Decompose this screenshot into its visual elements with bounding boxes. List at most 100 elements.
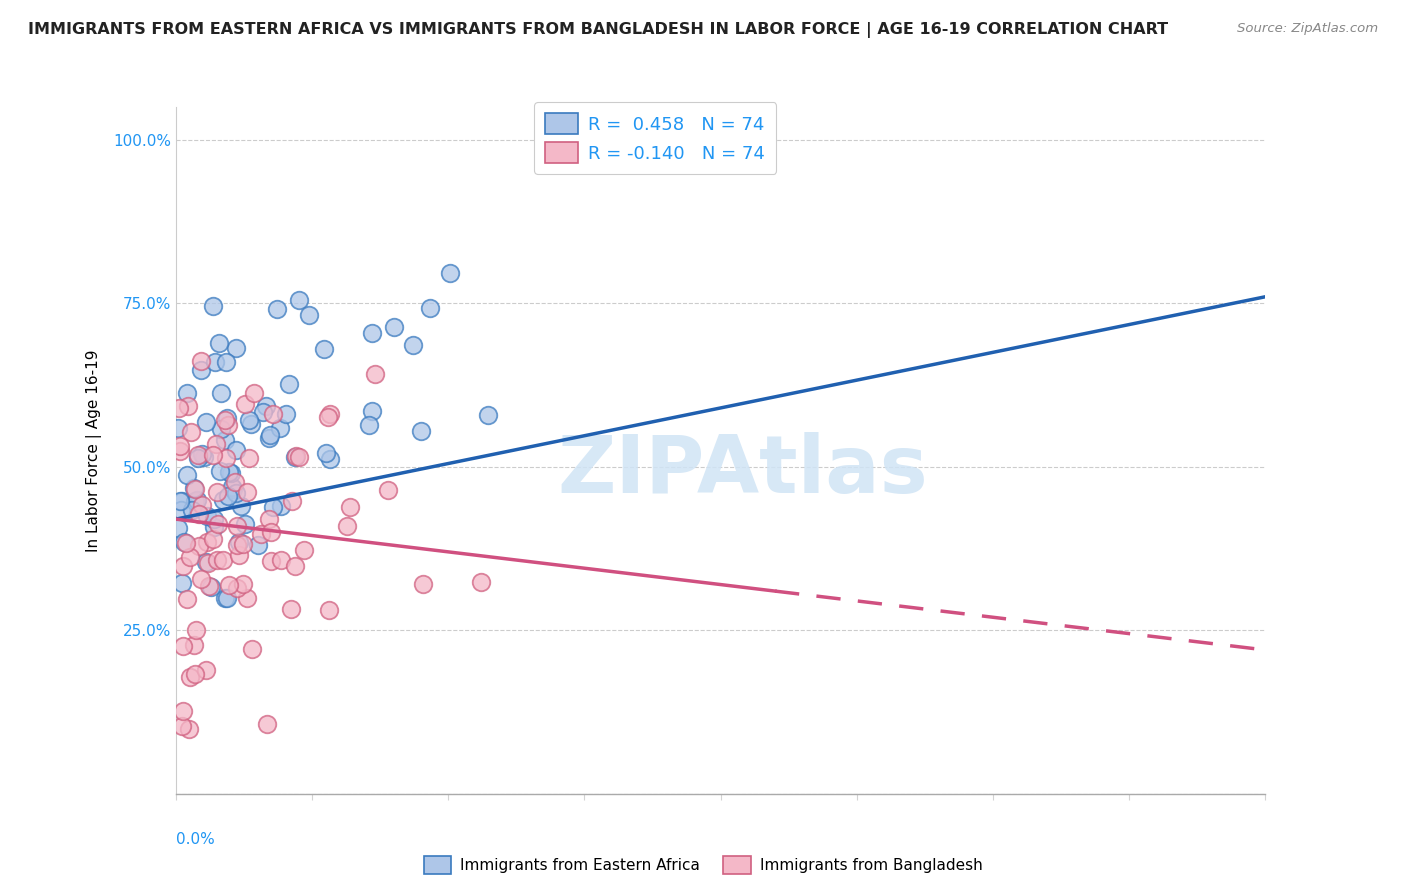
Point	[202, 532, 225, 546]
Point	[233, 396, 256, 410]
Point	[184, 482, 207, 496]
Point	[187, 450, 209, 465]
Point	[276, 407, 298, 421]
Point	[191, 447, 214, 461]
Point	[364, 368, 387, 382]
Point	[187, 448, 209, 462]
Point	[254, 399, 277, 413]
Point	[172, 494, 194, 508]
Point	[179, 670, 201, 684]
Point	[205, 553, 228, 567]
Point	[215, 354, 238, 368]
Point	[260, 525, 283, 540]
Point	[180, 425, 202, 439]
Point	[249, 527, 271, 541]
Point	[202, 520, 225, 534]
Text: IMMIGRANTS FROM EASTERN AFRICA VS IMMIGRANTS FROM BANGLADESH IN LABOR FORCE | AG: IMMIGRANTS FROM EASTERN AFRICA VS IMMIGR…	[28, 22, 1168, 38]
Point	[215, 591, 238, 605]
Point	[225, 341, 247, 355]
Point	[201, 299, 224, 313]
Point	[336, 518, 359, 533]
Point	[195, 508, 218, 523]
Point	[240, 641, 263, 656]
Text: Source: ZipAtlas.com: Source: ZipAtlas.com	[1237, 22, 1378, 36]
Point	[194, 415, 217, 429]
Point	[207, 484, 229, 499]
Point	[266, 302, 288, 317]
Point	[229, 499, 252, 513]
Point	[260, 554, 283, 568]
Point	[287, 450, 309, 464]
Point	[298, 308, 321, 322]
Point	[419, 301, 441, 316]
Point	[207, 516, 229, 531]
Point	[176, 399, 198, 413]
Point	[167, 421, 190, 435]
Point	[188, 507, 211, 521]
Point	[217, 489, 239, 503]
Point	[204, 355, 226, 369]
Point	[284, 450, 307, 464]
Point	[176, 592, 198, 607]
Point	[184, 494, 207, 508]
Point	[228, 548, 250, 562]
Point	[183, 481, 205, 495]
Point	[214, 434, 236, 448]
Point	[280, 602, 302, 616]
Point	[262, 500, 284, 515]
Point	[190, 572, 212, 586]
Point	[259, 428, 281, 442]
Legend: R =  0.458   N = 74, R = -0.140   N = 74: R = 0.458 N = 74, R = -0.140 N = 74	[534, 103, 776, 174]
Point	[217, 410, 239, 425]
Point	[176, 536, 198, 550]
Point	[167, 401, 190, 416]
Point	[214, 413, 236, 427]
Point	[221, 482, 243, 496]
Point	[409, 425, 432, 439]
Point	[256, 716, 278, 731]
Point	[221, 480, 243, 494]
Point	[439, 266, 461, 280]
Point	[172, 639, 194, 653]
Point	[208, 464, 231, 478]
Point	[284, 450, 307, 464]
Point	[184, 623, 207, 637]
Point	[359, 417, 381, 432]
Point	[183, 667, 205, 681]
Point	[190, 353, 212, 368]
Point	[270, 553, 292, 567]
Point	[224, 475, 246, 489]
Point	[212, 553, 235, 567]
Point	[384, 319, 406, 334]
Point	[183, 638, 205, 652]
Point	[228, 534, 250, 549]
Point	[315, 446, 337, 460]
Point	[281, 494, 304, 508]
Point	[225, 443, 247, 458]
Point	[209, 422, 232, 436]
Point	[179, 722, 201, 736]
Point	[318, 407, 340, 421]
Point	[288, 293, 311, 308]
Point	[238, 413, 260, 427]
Point	[197, 556, 219, 570]
Point	[319, 451, 342, 466]
Point	[215, 450, 238, 465]
Point	[233, 517, 256, 532]
Point	[176, 385, 198, 400]
Text: ZIPAtlas: ZIPAtlas	[557, 432, 928, 510]
Point	[262, 407, 284, 421]
Point	[278, 376, 301, 391]
Point	[209, 385, 232, 400]
Point	[172, 719, 194, 733]
Point	[169, 443, 191, 458]
Point	[169, 438, 191, 452]
Point	[270, 500, 292, 514]
Point	[226, 581, 249, 595]
Point	[232, 537, 254, 551]
Point	[243, 386, 266, 401]
Point	[226, 538, 249, 552]
Point	[246, 538, 269, 552]
Point	[195, 535, 218, 549]
Point	[219, 466, 242, 480]
